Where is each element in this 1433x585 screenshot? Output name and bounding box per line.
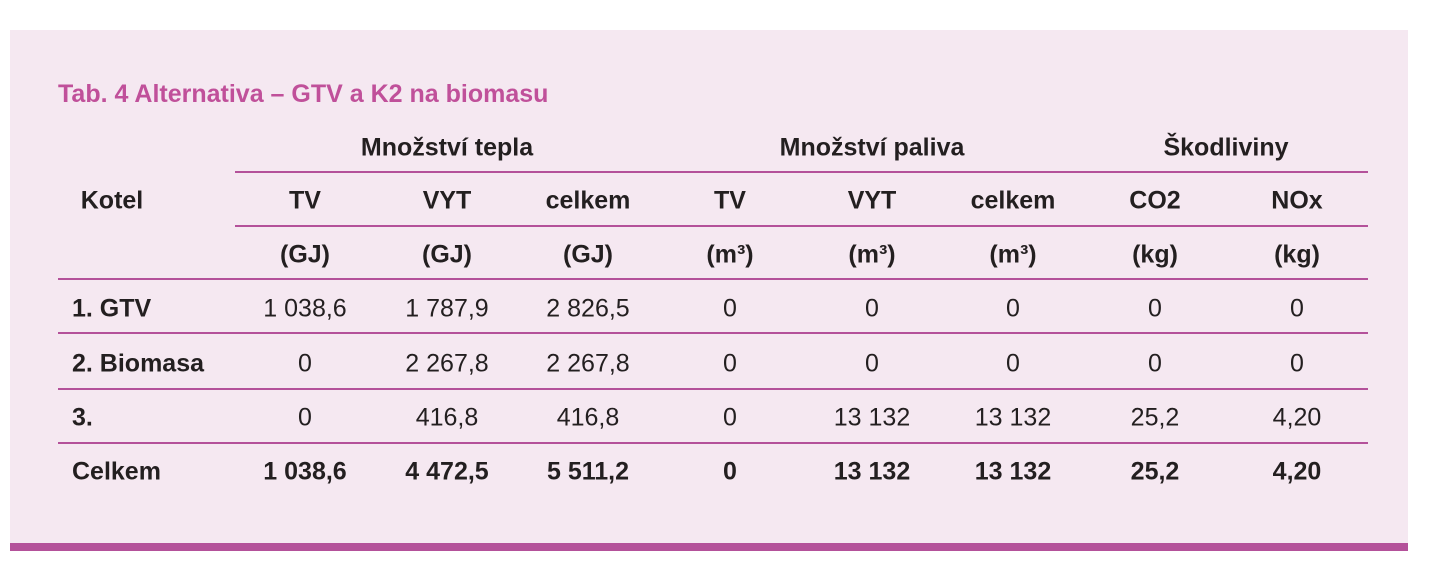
column-unit: (GJ) [422, 240, 472, 269]
column-header: TV [714, 186, 746, 215]
table-cell: 0 [723, 349, 737, 378]
total-cell: 13 132 [833, 457, 911, 486]
total-cell: 4 472,5 [405, 457, 489, 486]
table-cell: 0 [723, 403, 737, 432]
table-cell: 0 [1006, 349, 1020, 378]
column-header: celkem [545, 186, 631, 215]
rule [58, 278, 1368, 280]
row-label: 1. GTV [72, 294, 152, 323]
bottom-bar [10, 543, 1408, 551]
table-cell: 13 132 [974, 403, 1052, 432]
table-cell: 416,8 [556, 403, 620, 432]
column-unit: (m³) [706, 240, 754, 269]
table-cell: 416,8 [415, 403, 479, 432]
column-unit: (m³) [848, 240, 896, 269]
group-header: Množství paliva [779, 133, 965, 162]
total-cell: 0 [723, 457, 737, 486]
table-cell: 0 [1148, 294, 1162, 323]
table-cell: 25,2 [1130, 403, 1180, 432]
table-title: Tab. 4 Alternativa – GTV a K2 na biomasu [58, 80, 549, 108]
total-cell: 25,2 [1130, 457, 1180, 486]
column-unit: (kg) [1274, 240, 1320, 269]
rule [235, 225, 1368, 227]
table-cell: 0 [1290, 349, 1304, 378]
table-cell: 4,20 [1272, 403, 1322, 432]
table-cell: 0 [1006, 294, 1020, 323]
column-header: TV [289, 186, 321, 215]
column-header: VYT [422, 186, 472, 215]
rule [58, 332, 1368, 334]
total-label: Celkem [72, 457, 161, 486]
rule [58, 388, 1368, 390]
table-cell: 0 [1148, 349, 1162, 378]
column-unit: (GJ) [280, 240, 330, 269]
column-unit: (m³) [989, 240, 1037, 269]
rule [235, 171, 1368, 173]
table-cell: 0 [865, 294, 879, 323]
column-unit: (kg) [1132, 240, 1178, 269]
row-label: 3. [72, 403, 93, 432]
table-cell: 0 [865, 349, 879, 378]
table-cell: 2 267,8 [405, 349, 489, 378]
rule [58, 442, 1368, 444]
column-header: CO2 [1129, 186, 1181, 215]
total-cell: 13 132 [974, 457, 1052, 486]
table-cell: 0 [723, 294, 737, 323]
total-cell: 1 038,6 [263, 457, 347, 486]
table-cell: 2 267,8 [546, 349, 630, 378]
table-cell: 0 [298, 403, 312, 432]
total-cell: 4,20 [1272, 457, 1322, 486]
column-unit: (GJ) [563, 240, 613, 269]
column-header: NOx [1271, 186, 1323, 215]
group-header: Škodliviny [1163, 133, 1289, 162]
table-cell: 1 787,9 [405, 294, 489, 323]
row-label: 2. Biomasa [72, 349, 205, 378]
column-header: celkem [970, 186, 1056, 215]
table-cell: 13 132 [833, 403, 911, 432]
table-cell: 1 038,6 [263, 294, 347, 323]
column-header: VYT [847, 186, 897, 215]
table-cell: 2 826,5 [546, 294, 630, 323]
group-header: Množství tepla [360, 133, 534, 162]
row-header: Kotel [80, 186, 144, 215]
table-panel [10, 30, 1408, 544]
table-cell: 0 [1290, 294, 1304, 323]
table-cell: 0 [298, 349, 312, 378]
total-cell: 5 511,2 [546, 457, 630, 486]
